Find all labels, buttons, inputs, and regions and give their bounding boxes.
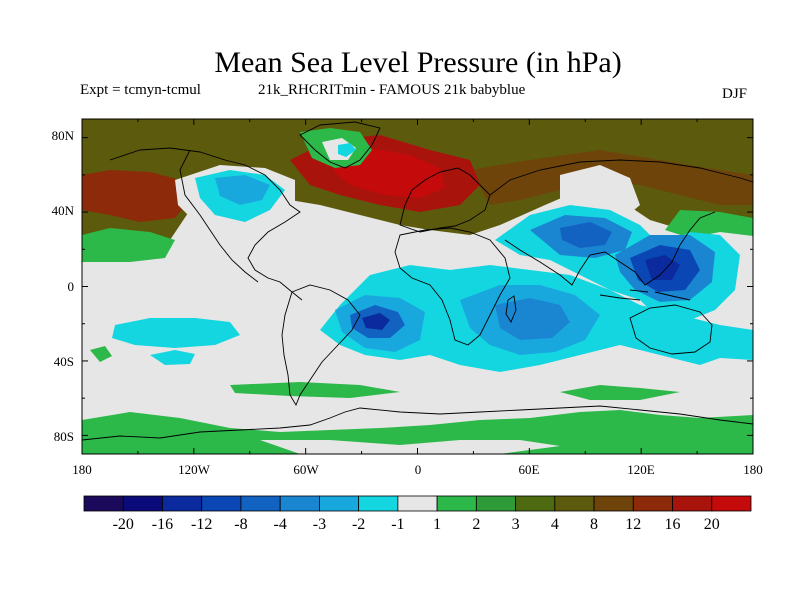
colorbar-labels: -20 -16 -12 -8 -4 -3 -2 -1 1 2 3 4 8 12 16 20 bbox=[113, 516, 720, 533]
longitude-axis: 180 120W 60W 0 60E 120E 180 bbox=[72, 462, 763, 477]
coast-europe bbox=[399, 167, 491, 233]
lon-label-180w: 180 bbox=[72, 462, 92, 477]
colorbar-swatch bbox=[672, 495, 713, 512]
colorbar-swatch bbox=[319, 495, 360, 512]
colorbar-label: -12 bbox=[191, 516, 212, 533]
southern-ocean-green-strip bbox=[230, 382, 400, 398]
colorbar-swatch bbox=[515, 495, 556, 512]
south-pacific-negative bbox=[112, 318, 240, 348]
south-pacific-small bbox=[150, 350, 195, 365]
north-pacific-high bbox=[82, 170, 190, 222]
colorbar-label: -3 bbox=[313, 516, 326, 533]
colorbar-label: -1 bbox=[391, 516, 404, 533]
coastlines bbox=[82, 121, 753, 441]
coast-antarctica bbox=[82, 405, 753, 441]
plot-title: Mean Sea Level Pressure (in hPa) bbox=[214, 46, 622, 79]
greenland-cyan-patch bbox=[338, 143, 356, 157]
tibet-low-core bbox=[560, 222, 612, 248]
colorbar-label: 16 bbox=[665, 516, 681, 533]
colorbar-label: 12 bbox=[625, 516, 641, 533]
experiment-label: Expt = tcmyn-tcmul bbox=[80, 82, 201, 98]
antarctic-inner-neutral bbox=[260, 440, 560, 454]
colorbar-swatch bbox=[240, 495, 281, 512]
coast-indonesia bbox=[599, 289, 691, 301]
colorbar-swatch bbox=[475, 495, 516, 512]
colorbar-swatch bbox=[122, 495, 163, 512]
experiment-name: 21k_RHCRITmin - FAMOUS 21k babyblue bbox=[258, 82, 526, 98]
colorbar-swatch bbox=[554, 495, 595, 512]
latitude-axis: 80N 40N 0 40S 80S bbox=[52, 128, 75, 444]
colorbar-label: 8 bbox=[590, 516, 598, 533]
colorbar: -20 -16 -12 -8 -4 -3 -2 -1 1 2 3 4 8 12 16 20 bbox=[83, 495, 752, 533]
coast-greenland bbox=[299, 121, 381, 169]
colorbar-swatch bbox=[83, 495, 124, 512]
colorbar-label: 1 bbox=[433, 516, 441, 533]
coast-australia bbox=[629, 304, 713, 355]
colorbar-boxes bbox=[83, 495, 752, 512]
coast-madagascar bbox=[505, 295, 517, 323]
colorbar-swatch bbox=[279, 495, 320, 512]
antarctic-positive-band bbox=[82, 410, 753, 454]
pressure-field bbox=[82, 119, 753, 454]
lon-label-120e: 120E bbox=[627, 462, 655, 477]
lon-label-180e: 180 bbox=[743, 462, 763, 477]
colorbar-label: -4 bbox=[274, 516, 287, 533]
colorbar-label: -16 bbox=[152, 516, 173, 533]
north-america-low-core bbox=[215, 175, 270, 205]
colorbar-label: 20 bbox=[704, 516, 720, 533]
coast-africa bbox=[394, 227, 511, 346]
coast-south-america bbox=[281, 284, 361, 407]
coast-north-america bbox=[109, 147, 303, 301]
lat-label-80s: 80S bbox=[54, 429, 74, 444]
colorbar-swatch bbox=[201, 495, 242, 512]
green-fringe-north bbox=[82, 228, 175, 262]
colorbar-swatch bbox=[593, 495, 634, 512]
indian-ocean-low-core bbox=[495, 298, 570, 340]
lon-label-120w: 120W bbox=[178, 462, 211, 477]
colorbar-label: -8 bbox=[234, 516, 247, 533]
colorbar-label: 4 bbox=[551, 516, 559, 533]
green-fringe-east bbox=[665, 210, 753, 238]
lat-label-40n: 40N bbox=[52, 203, 75, 218]
southern-ocean-green-east bbox=[560, 385, 680, 400]
colorbar-swatch bbox=[436, 495, 477, 512]
axis-ticks bbox=[81, 119, 754, 454]
lat-label-40s: 40S bbox=[54, 354, 74, 369]
south-pacific-green bbox=[90, 346, 112, 362]
colorbar-label: 3 bbox=[512, 516, 520, 533]
west-pacific-low-center bbox=[645, 255, 680, 280]
lat-label-eq: 0 bbox=[68, 279, 75, 294]
colorbar-swatch bbox=[162, 495, 203, 512]
lon-label-60w: 60W bbox=[293, 462, 319, 477]
lon-label-60e: 60E bbox=[519, 462, 540, 477]
colorbar-label: -20 bbox=[113, 516, 134, 533]
season-label: DJF bbox=[722, 86, 748, 102]
coast-asia bbox=[489, 159, 753, 286]
colorbar-swatch bbox=[711, 495, 752, 512]
colorbar-label: 2 bbox=[472, 516, 480, 533]
lat-label-80n: 80N bbox=[52, 128, 75, 143]
colorbar-swatch bbox=[358, 495, 399, 512]
colorbar-label: -2 bbox=[352, 516, 365, 533]
colorbar-swatch bbox=[397, 495, 438, 512]
lon-label-0: 0 bbox=[415, 462, 422, 477]
south-atlantic-low-center bbox=[362, 313, 390, 330]
colorbar-swatch bbox=[632, 495, 673, 512]
